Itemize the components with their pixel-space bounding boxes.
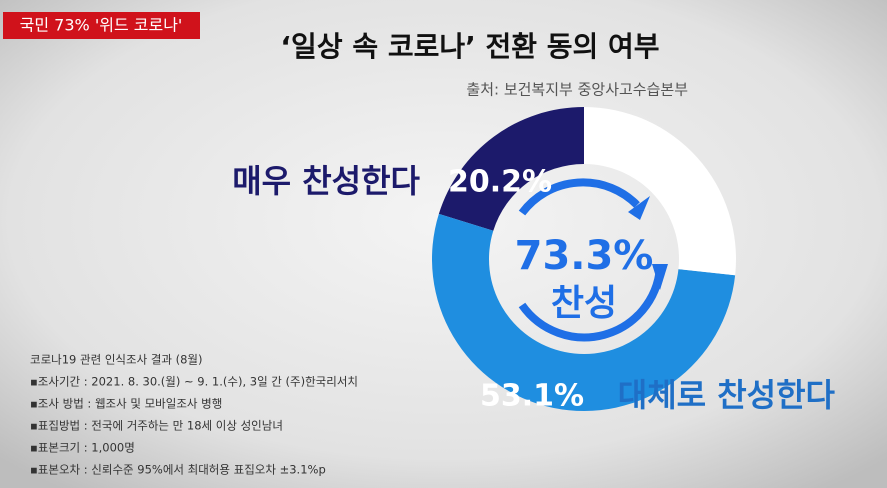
note-line: ▪표본크기 : 1,000명 (30, 441, 135, 455)
notes: 코로나19 관련 인식조사 결과 (8월) ▪조사기간 : 2021. 8. 30… (30, 353, 358, 477)
source: 출처: 보건복지부 중앙사고수습본부 (466, 81, 688, 99)
arrow-head (628, 196, 650, 220)
value-label: 20.2% (448, 165, 552, 200)
note-line: ▪표본오차 : 신뢰수준 95%에서 최대허용 표집오차 ±3.1%p (30, 463, 326, 477)
legend-label: 매우 찬성한다 (232, 162, 420, 200)
legend-label: 대체로 찬성한다 (618, 376, 836, 414)
center-value: 73.3% (515, 233, 654, 279)
note-line: 코로나19 관련 인식조사 결과 (8월) (30, 353, 203, 367)
center-arrows (518, 178, 668, 342)
tag: 국민 73% '위드 코로나' (20, 16, 183, 35)
arrow-arc (518, 267, 664, 342)
value-label: 53.1% (480, 379, 584, 414)
donut-segment (438, 107, 584, 231)
donut (432, 107, 736, 411)
chart-title: ‘일상 속 코로나’ 전환 동의 여부 (280, 30, 659, 63)
arrow-head (652, 264, 668, 290)
arrow-arc (518, 178, 640, 216)
donut-segment (432, 213, 736, 411)
note-line: ▪표집방법 : 전국에 거주하는 만 18세 이상 성인남녀 (30, 419, 283, 433)
note-line: ▪조사 방법 : 웹조사 및 모바일조사 병행 (30, 397, 222, 411)
note-line: ▪조사기간 : 2021. 8. 30.(월) ~ 9. 1.(수), 3일 간… (30, 375, 358, 389)
center-text: 찬성 (551, 283, 617, 324)
tag-box (3, 12, 200, 39)
donut-segment (584, 107, 736, 276)
